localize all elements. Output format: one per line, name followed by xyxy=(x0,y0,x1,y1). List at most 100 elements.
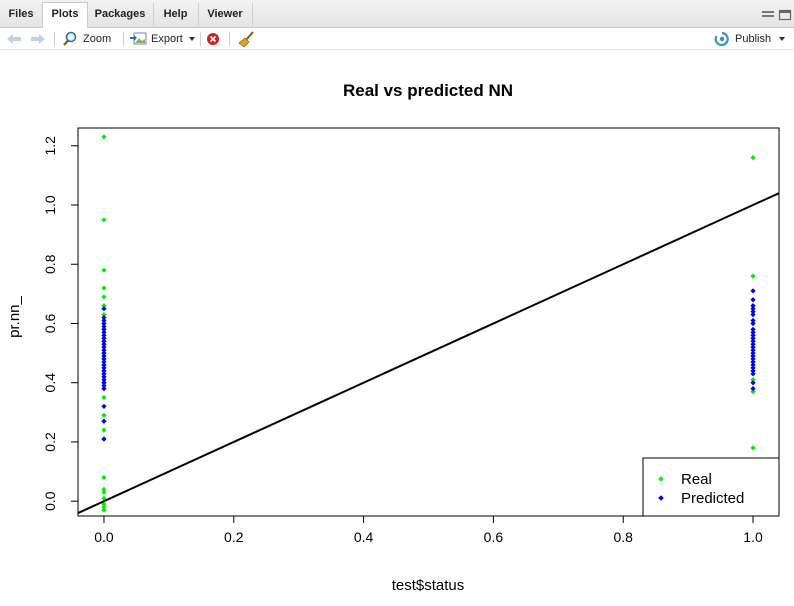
x-tick-label: 0.0 xyxy=(94,529,114,545)
clear-all-plots-button[interactable] xyxy=(238,28,256,49)
data-point-real xyxy=(101,134,107,140)
data-point-predicted xyxy=(750,359,756,365)
remove-plot-button[interactable] xyxy=(206,28,220,49)
minimize-icon[interactable] xyxy=(761,8,775,20)
data-point-predicted xyxy=(101,317,107,324)
data-point-predicted xyxy=(101,323,107,330)
tab-packages-label: Packages xyxy=(94,8,146,20)
x-tick-label: 0.4 xyxy=(354,529,374,545)
legend-marker-real xyxy=(658,476,664,482)
tab-help-label: Help xyxy=(163,8,188,20)
data-point-real xyxy=(101,474,107,481)
data-point-real xyxy=(101,311,107,318)
data-point-predicted xyxy=(750,329,756,335)
y-tick-label: 0.8 xyxy=(42,254,58,274)
y-tick-label: 0.4 xyxy=(42,373,58,393)
data-point-predicted xyxy=(750,326,756,333)
data-point-predicted xyxy=(750,362,756,368)
data-point-predicted xyxy=(101,326,107,333)
data-point-predicted xyxy=(750,297,756,303)
fit-line xyxy=(77,192,780,514)
data-point-real xyxy=(750,155,756,161)
remove-plot-icon xyxy=(207,32,219,45)
data-point-real xyxy=(750,377,756,383)
forward-arrow-icon[interactable] xyxy=(30,28,46,49)
publish-icon xyxy=(714,31,729,46)
broom-icon xyxy=(238,30,254,48)
data-point-predicted xyxy=(101,365,107,371)
data-point-predicted xyxy=(101,344,107,350)
plots-toolbar: Zoom Export Publish xyxy=(0,28,794,50)
maximize-icon[interactable] xyxy=(778,8,792,21)
data-point-real xyxy=(101,294,107,300)
legend-label-predicted: Predicted xyxy=(681,490,744,507)
chart-title: Real vs predicted NN xyxy=(343,81,513,100)
data-point-predicted xyxy=(750,338,756,344)
toolbar-divider xyxy=(123,32,124,46)
data-point-predicted xyxy=(101,403,107,410)
data-point-predicted xyxy=(750,344,756,350)
data-point-predicted xyxy=(101,306,107,312)
data-point-predicted xyxy=(750,309,756,315)
scatter-chart: Real vs predicted NN 0.0 0.2 0.4 0.6 0.8 1.00… xyxy=(6,81,780,594)
data-point-predicted xyxy=(101,386,107,392)
data-point-predicted xyxy=(750,356,756,362)
y-tick-label: 1.2 xyxy=(42,136,58,156)
data-point-predicted xyxy=(750,365,756,371)
back-arrow-icon[interactable] xyxy=(6,28,22,49)
data-point-real xyxy=(750,273,756,279)
data-point-predicted xyxy=(750,341,756,347)
tab-plots[interactable]: Plots xyxy=(42,2,88,29)
data-point-predicted xyxy=(101,350,107,356)
data-point-predicted xyxy=(101,418,107,424)
data-point-predicted xyxy=(101,329,107,335)
data-point-predicted xyxy=(101,353,107,359)
export-button[interactable]: Export xyxy=(130,28,198,49)
x-tick-label: 0.8 xyxy=(613,529,633,545)
chart-legend: Real Predicted xyxy=(642,457,780,517)
publish-label: Publish xyxy=(735,32,772,45)
data-point-real xyxy=(101,427,107,433)
zoom-magnifier-icon xyxy=(63,31,77,46)
data-point-real xyxy=(101,267,107,273)
data-point-real xyxy=(101,285,107,291)
tab-packages[interactable]: Packages xyxy=(87,3,154,26)
legend-box xyxy=(642,457,780,517)
export-label: Export xyxy=(151,32,183,45)
data-point-predicted xyxy=(750,380,756,386)
data-point-predicted xyxy=(101,314,107,321)
data-point-predicted xyxy=(750,332,756,338)
zoom-label: Zoom xyxy=(83,32,112,45)
tab-files-label: Files xyxy=(8,8,34,20)
data-point-predicted xyxy=(101,380,107,386)
data-point-real xyxy=(101,489,107,495)
data-point-real xyxy=(750,445,756,451)
plot-viewer: Real vs predicted NN 0.0 0.2 0.4 0.6 0.8 1.0 0… xyxy=(0,50,794,601)
data-point-predicted xyxy=(101,374,107,380)
tab-files[interactable]: Files xyxy=(0,3,43,26)
data-point-predicted xyxy=(101,359,107,365)
data-point-real xyxy=(101,486,107,492)
data-point-predicted xyxy=(101,332,107,338)
toolbar-divider xyxy=(229,32,230,46)
plot-area: 0.0 0.2 0.4 0.6 0.8 1.0 0.0 0.2 0.4 0.6 0.8 1.0 1.2 xyxy=(42,127,780,545)
x-axis-label: test$status xyxy=(392,577,465,594)
tab-help[interactable]: Help xyxy=(153,3,199,26)
publish-button[interactable]: Publish xyxy=(714,28,788,49)
y-tick-label: 1.0 xyxy=(42,195,58,215)
data-point-predicted xyxy=(101,377,107,383)
data-point-predicted xyxy=(750,306,756,312)
data-point-predicted xyxy=(101,383,107,389)
zoom-button[interactable]: Zoom xyxy=(62,28,111,49)
data-point-real xyxy=(101,217,107,223)
data-point-predicted xyxy=(750,350,756,356)
data-point-predicted xyxy=(750,335,756,341)
tab-viewer-label: Viewer xyxy=(207,8,243,20)
data-point-real xyxy=(101,394,107,401)
data-point-predicted xyxy=(101,371,107,377)
toolbar-divider xyxy=(200,32,201,46)
data-point-predicted xyxy=(101,368,107,374)
data-point-real xyxy=(101,412,107,418)
tab-viewer[interactable]: Viewer xyxy=(198,3,253,26)
dropdown-caret-icon xyxy=(188,36,195,41)
